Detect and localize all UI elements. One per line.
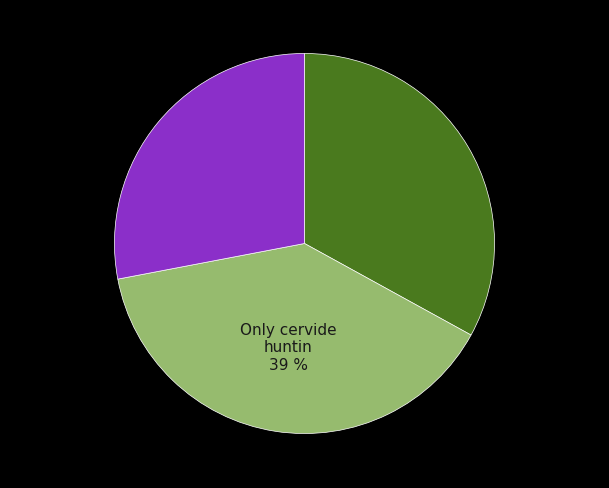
Wedge shape xyxy=(114,54,304,280)
Text: Only cervide
huntin
39 %: Only cervide huntin 39 % xyxy=(240,322,336,372)
Wedge shape xyxy=(118,244,471,434)
Wedge shape xyxy=(304,54,495,335)
